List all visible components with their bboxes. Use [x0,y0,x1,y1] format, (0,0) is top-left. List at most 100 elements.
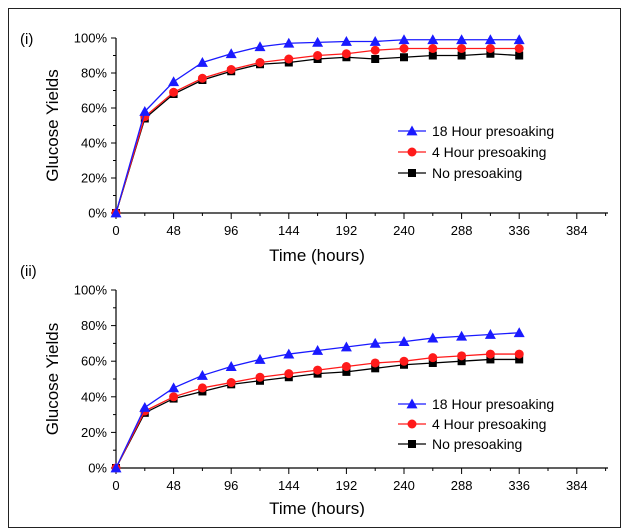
legend-marker [407,147,417,157]
series-triangle [110,327,525,473]
data-point [110,207,122,218]
y-tick-label: 20% [81,171,107,186]
data-point [168,76,180,87]
data-point [283,37,295,48]
legend-marker [406,398,418,409]
data-point [341,49,351,59]
panel-2: 0% 20% 40% 60% 80% 100% 0 48 96 144 192 240 288 336 38… [20,263,608,517]
data-point [457,44,467,53]
data-point [427,332,439,343]
data-point [255,372,265,382]
data-point [196,369,208,380]
data-point [225,48,237,59]
data-point [340,341,352,352]
data-point [428,353,438,363]
x-axis-title: Time (hours) [269,246,365,265]
data-point [485,349,495,359]
series-circle [111,349,524,473]
data-point [255,58,265,67]
panel-label: (i) [20,31,33,48]
data-point [197,73,207,83]
data-point [370,358,380,368]
data-point [254,353,266,364]
data-point [428,51,437,60]
y-tick-label: 60% [81,354,107,369]
y-tick-label: 40% [81,389,107,404]
data-point [226,378,236,388]
legend-label: 18 Hour presoaking [432,396,554,412]
data-point [284,54,294,64]
data-point [513,34,525,45]
data-point [513,327,525,338]
data-point [457,357,466,366]
data-point [225,361,237,371]
data-point [484,34,496,45]
y-axis-title: Glucose Yields [43,323,62,435]
data-point [457,51,466,60]
data-point [284,369,294,379]
data-point [254,41,266,52]
x-axis-title: Time (hours) [269,499,365,517]
legend-label: 4 Hour presoaking [432,144,546,160]
data-point [400,53,408,62]
data-point [515,51,524,60]
legend: 18 Hour presoaking 4 Hour presoaking No pr… [398,123,554,181]
data-point [139,106,151,116]
data-point [398,336,410,347]
legend-marker [407,419,417,429]
x-tick-label: 48 [166,478,180,493]
data-point [457,351,467,361]
data-point [369,36,381,46]
x-tick-label: 384 [566,223,588,238]
data-point [428,44,438,53]
y-tick-label: 100% [74,283,108,298]
data-point [456,34,468,45]
x-tick-label: 144 [278,223,300,238]
data-point [427,34,439,45]
series-triangle [110,34,525,218]
y-tick-label: 100% [74,31,108,46]
x-tick-label: 384 [566,478,588,493]
x-tick-label: 288 [451,478,473,493]
y-tick-label: 0% [88,461,107,476]
y-tick-label: 80% [81,318,107,333]
legend-marker [408,169,416,177]
data-point [197,383,207,393]
x-tick-label: 288 [451,223,473,238]
y-tick-label: 80% [81,66,107,81]
x-tick-label: 96 [224,478,238,493]
data-point [169,392,179,402]
data-point [139,401,151,412]
figure-frame [8,8,621,528]
data-point [515,355,524,364]
data-point [399,356,409,366]
legend-label: 18 Hour presoaking [432,123,554,139]
data-point [313,51,323,60]
data-point [342,367,351,376]
data-point [226,65,236,74]
x-tick-label: 192 [336,223,358,238]
data-point [169,87,179,97]
x-tick-label: 144 [278,478,300,493]
data-point [168,382,180,393]
legend-label: 4 Hour presoaking [432,416,546,432]
data-point [340,36,352,46]
y-tick-label: 20% [81,425,107,440]
data-point [370,45,380,55]
legend-marker [406,125,418,136]
x-tick-label: 336 [508,478,530,493]
x-tick-label: 192 [336,478,358,493]
y-tick-label: 40% [81,136,107,151]
data-point [283,348,295,359]
chart-figure: 0% 20% 40% 60% 80% 100% 0 48 96 144 192 240 288 336 38… [20,31,608,517]
data-point [456,330,468,341]
data-point [484,329,496,339]
x-tick-label: 48 [166,223,180,238]
y-axis-title: Glucose Yields [43,69,62,181]
data-point [341,362,351,372]
data-point [486,49,495,58]
data-point [312,36,324,47]
data-point [371,364,380,373]
panel-1: 0% 20% 40% 60% 80% 100% 0 48 96 144 192 240 288 336 38… [20,31,608,265]
x-tick-label: 240 [393,223,415,238]
